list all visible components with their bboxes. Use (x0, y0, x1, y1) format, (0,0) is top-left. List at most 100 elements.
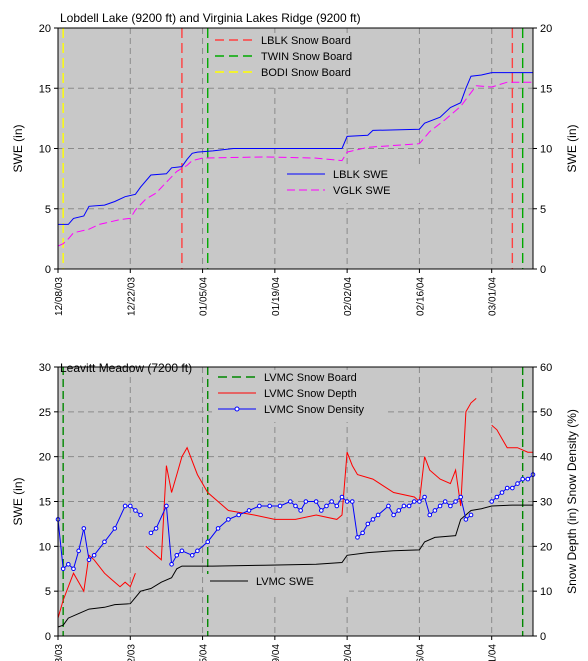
y-tick-label: 15 (39, 83, 51, 95)
data-point (458, 494, 464, 500)
data-point (365, 521, 371, 527)
y-tick-label: 20 (39, 23, 51, 35)
data-point (525, 476, 531, 482)
y2-tick-label: 30 (540, 497, 552, 509)
data-point (360, 530, 365, 536)
legend-label: LVMC SWE (256, 576, 314, 588)
data-point (329, 499, 334, 504)
x-tick-label: 02/02/04 (343, 277, 354, 316)
data-point (339, 494, 345, 500)
chart-leavitt-meadow: 0 5 10 15 20 25 30 0 10 20 30 40 50 60 12/08/03 12/22/0… (11, 361, 579, 661)
y-tick-label: 0 (45, 631, 51, 643)
data-point (453, 499, 458, 504)
data-point (520, 476, 525, 482)
data-point (499, 490, 505, 495)
data-point (313, 499, 319, 504)
data-point (102, 539, 107, 545)
x-tick-label: 01/19/04 (271, 644, 282, 661)
series-line (150, 496, 472, 566)
data-point (401, 503, 407, 509)
legend-label: VGLK SWE (333, 185, 390, 197)
data-point (396, 508, 402, 513)
data-point (386, 503, 391, 509)
legend-top (209, 33, 381, 85)
data-point (298, 508, 303, 513)
data-point (257, 503, 262, 509)
y-axis-label: SWE (in) (11, 124, 25, 172)
data-point (236, 512, 242, 518)
y-tick-label: 20 (39, 452, 51, 464)
x-tick-label: 12/22/03 (126, 277, 137, 316)
y2-tick-label: 10 (540, 586, 552, 598)
data-point (504, 485, 510, 491)
x-tick-label: 12/22/03 (126, 644, 137, 661)
data-point (355, 535, 360, 540)
series-line (57, 554, 136, 619)
legend-label: LVMC Snow Density (264, 404, 365, 416)
data-point (468, 512, 474, 518)
data-point (417, 499, 422, 504)
data-point (267, 503, 272, 509)
data-point (179, 548, 185, 554)
data-point (448, 503, 453, 509)
data-point (81, 526, 87, 531)
y-axis-label: SWE (in) (11, 477, 25, 525)
data-point (319, 508, 324, 513)
data-point (334, 503, 340, 509)
series-line (58, 72, 533, 225)
y-tick-label: 10 (39, 541, 51, 553)
y2-tick-label: 50 (540, 407, 552, 419)
data-point (246, 508, 252, 513)
data-point (437, 503, 443, 509)
y2-tick-label: 15 (540, 83, 552, 95)
data-point (427, 512, 433, 518)
data-point (205, 539, 211, 545)
data-point (406, 503, 412, 509)
data-point (112, 526, 118, 531)
data-point (122, 503, 128, 509)
chart-title: Lobdell Lake (9200 ft) and Virginia Lake… (60, 11, 361, 25)
legend-bottom (281, 167, 426, 203)
y-tick-label: 10 (39, 144, 51, 156)
data-point (494, 494, 500, 500)
data-point (164, 503, 169, 509)
data-point (127, 503, 133, 509)
y-tick-label: 5 (45, 586, 51, 598)
data-point (489, 499, 494, 504)
y2-tick-label: 20 (540, 541, 552, 553)
x-tick-label: 01/05/04 (199, 277, 210, 316)
data-point (226, 517, 231, 522)
y-tick-label: 5 (45, 204, 51, 216)
data-point (375, 512, 381, 518)
data-point (195, 548, 200, 554)
y-tick-label: 30 (39, 362, 51, 374)
series-line (57, 81, 533, 247)
data-point (153, 526, 159, 531)
legend-bottom (204, 574, 349, 594)
x-tick-label: 12/08/03 (54, 277, 65, 316)
y-tick-label: 25 (39, 407, 51, 419)
y-tick-label: 15 (39, 497, 51, 509)
data-point (148, 530, 154, 536)
x-tick-label: 02/16/04 (415, 644, 426, 661)
data-point (370, 517, 376, 522)
data-point (86, 557, 92, 563)
data-point (293, 503, 298, 509)
data-point (324, 503, 329, 509)
data-point (169, 561, 174, 567)
y2-tick-label: 60 (540, 362, 552, 374)
series-line (57, 504, 533, 628)
legend-label: LVMC Snow Board (264, 372, 357, 384)
data-point (288, 499, 293, 504)
x-tick-label: 02/16/04 (415, 277, 426, 316)
data-point (349, 499, 355, 504)
x-tick-label: 01/05/04 (199, 644, 210, 661)
x-tick-label: 01/19/04 (271, 277, 282, 316)
data-point (215, 526, 221, 531)
data-point (344, 499, 350, 504)
data-point (71, 566, 76, 572)
chart-title: Leavitt Meadow (7200 ft) (60, 361, 192, 375)
legend-label: LBLK Snow Board (261, 35, 351, 47)
legend-label: LBLK SWE (333, 169, 388, 181)
